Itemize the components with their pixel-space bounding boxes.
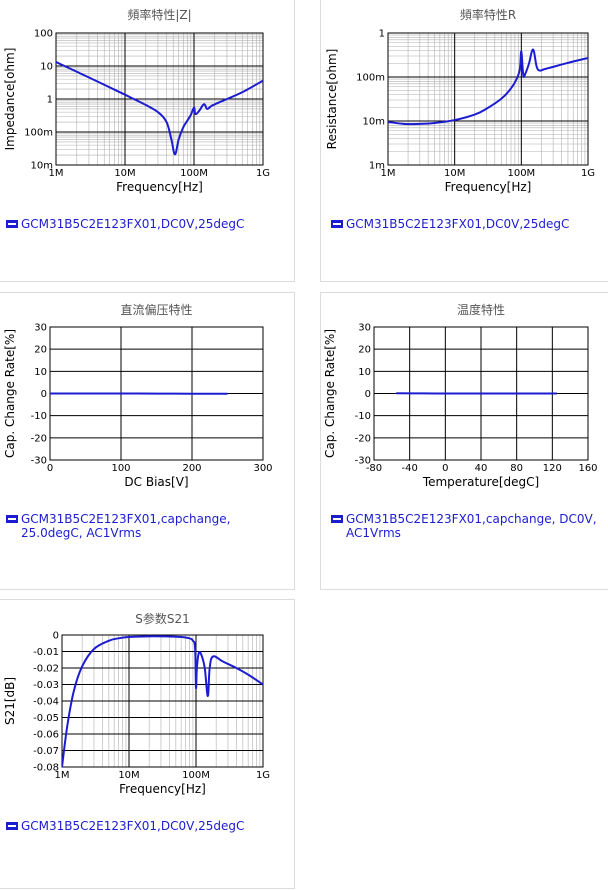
y-tick-label: -0.01 [33,647,59,658]
x-tick-label: 1G [256,168,270,179]
y-axis-label: Impedance[ohm] [3,48,17,151]
x-tick-label: 1G [581,168,595,179]
x-tick-label: 160 [578,463,597,474]
x-tick-label: 100M [180,168,208,179]
y-tick-label: 10 [358,367,371,378]
legend-text: GCM31B5C2E123FX01,capchange,25.0degC, AC… [21,512,230,540]
chart-title: S参数S21 [135,611,190,626]
y-tick-label: -0.05 [33,713,59,724]
legend-swatch-icon [6,515,18,523]
x-tick-label: 80 [510,463,523,474]
y-tick-label: 10 [34,367,47,378]
y-axis-label: Cap. Change Rate[%] [323,329,337,458]
y-tick-label: 10 [40,62,53,73]
y-axis-label: S21[dB] [3,677,17,725]
y-tick-label: -0.04 [33,697,59,708]
y-axis-label: Cap. Change Rate[%] [3,329,17,458]
x-tick-label: 10M [114,168,135,179]
y-tick-label: -30 [31,456,47,467]
x-tick-label: -40 [401,463,417,474]
y-tick-label: 0 [53,631,59,642]
chart-title: 直流偏压特性 [120,302,192,317]
x-axis-label: Frequency[Hz] [445,180,532,194]
legend-line-1: GCM31B5C2E123FX01,DC0V,25degC [21,819,244,833]
y-tick-label: 100m [24,128,53,139]
legend-line-1: GCM31B5C2E123FX01,DC0V,25degC [21,217,244,231]
x-tick-label: 100M [507,168,535,179]
x-axis-label: DC Bias[V] [124,475,188,489]
plot-area [388,33,588,165]
legend-swatch-icon [331,515,343,523]
x-tick-label: 100M [182,770,210,781]
y-tick-label: 100m [356,73,385,84]
y-tick-label: 0 [365,389,371,400]
legend-swatch-icon [6,822,18,830]
x-tick-label: 0 [442,463,448,474]
x-tick-label: 1G [256,770,270,781]
y-tick-label: 20 [358,345,371,356]
y-tick-label: 1 [379,29,385,40]
y-tick-label: -10 [31,411,47,422]
x-axis-label: Temperature[degC] [422,475,539,489]
x-tick-label: 120 [543,463,562,474]
legend-text: GCM31B5C2E123FX01,DC0V,25degC [346,217,569,231]
legend-line-1: GCM31B5C2E123FX01,DC0V,25degC [346,217,569,231]
x-tick-label: 300 [253,463,272,474]
legend-line-1: GCM31B5C2E123FX01,capchange, [21,512,230,526]
y-tick-label: -10 [355,411,371,422]
x-tick-label: 100 [111,463,130,474]
x-tick-label: 200 [182,463,201,474]
legend-line-1: GCM31B5C2E123FX01,capchange, DC0V, [346,512,597,526]
y-tick-label: 0 [41,389,47,400]
legend-s21: GCM31B5C2E123FX01,DC0V,25degC [6,819,244,833]
y-tick-label: 10m [31,161,53,172]
legend-temperature: GCM31B5C2E123FX01,capchange, DC0V,AC1Vrm… [331,512,597,540]
chart-title: 温度特性 [457,302,505,317]
y-tick-label: -0.02 [33,664,59,675]
legend-line-2: 25.0degC, AC1Vrms [21,526,141,540]
chart-title: 頻率特性|Z| [127,7,191,22]
y-tick-label: -0.08 [33,763,59,774]
legend-text: GCM31B5C2E123FX01,capchange, DC0V,AC1Vrm… [346,512,597,540]
y-tick-label: 30 [358,323,371,334]
y-tick-label: -0.06 [33,730,59,741]
y-tick-label: -20 [31,433,47,444]
legend-text: GCM31B5C2E123FX01,DC0V,25degC [21,217,244,231]
y-tick-label: 10m [363,117,385,128]
x-tick-label: 0 [47,463,53,474]
x-axis-label: Frequency[Hz] [116,180,203,194]
legend-swatch-icon [6,220,18,228]
y-tick-label: 20 [34,345,47,356]
legend-dc-bias: GCM31B5C2E123FX01,capchange,25.0degC, AC… [6,512,230,540]
x-axis-label: Frequency[Hz] [119,782,206,796]
legend-impedance: GCM31B5C2E123FX01,DC0V,25degC [6,217,244,231]
legend-resistance: GCM31B5C2E123FX01,DC0V,25degC [331,217,569,231]
x-tick-label: 40 [475,463,488,474]
x-tick-label: 10M [118,770,139,781]
y-tick-label: -0.03 [33,680,59,691]
legend-swatch-icon [331,220,343,228]
y-tick-label: -30 [355,456,371,467]
y-tick-label: 100 [34,29,53,40]
legend-text: GCM31B5C2E123FX01,DC0V,25degC [21,819,244,833]
chart-title: 頻率特性R [460,7,516,22]
y-axis-label: Resistance[ohm] [325,49,339,150]
y-tick-label: 1m [369,161,385,172]
legend-line-2: AC1Vrms [346,526,401,540]
y-tick-label: -20 [355,433,371,444]
y-tick-label: 30 [34,323,47,334]
x-tick-label: 10M [444,168,465,179]
y-tick-label: 1 [47,95,53,106]
y-tick-label: -0.07 [33,746,59,757]
